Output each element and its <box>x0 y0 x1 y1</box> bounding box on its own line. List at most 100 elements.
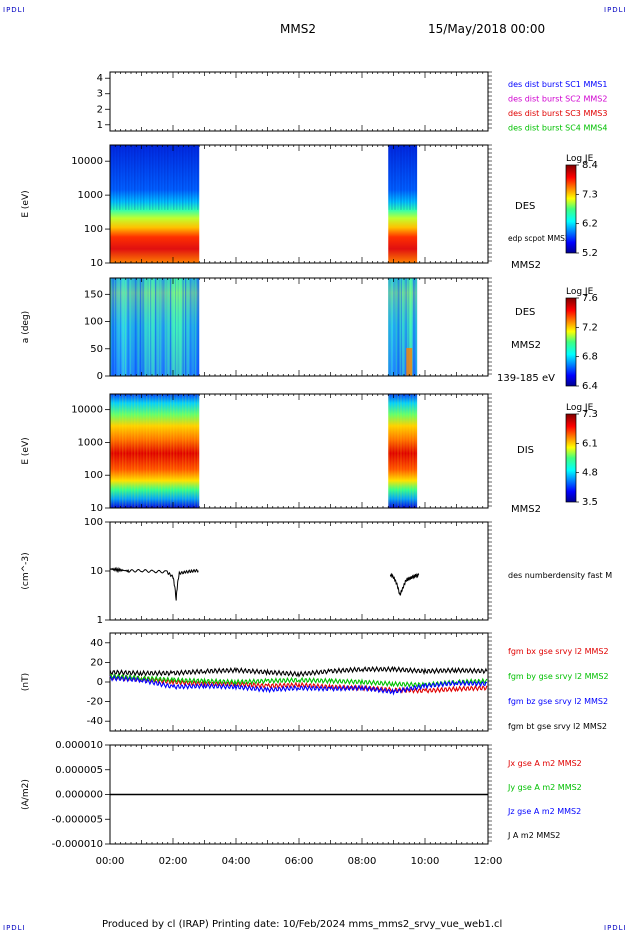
pitch-streak <box>192 278 194 376</box>
y-axis-label: a (deg) <box>21 311 31 343</box>
spectrogram-streak <box>191 145 193 210</box>
pitch-streak <box>142 278 144 376</box>
pitch-streak <box>195 278 197 376</box>
y-tick-label: 100 <box>84 517 103 528</box>
spectrogram-streak <box>134 394 136 508</box>
colorbar-tick-label: 6.4 <box>582 381 598 392</box>
spectrogram-streak <box>388 145 390 210</box>
y-tick-label: 0.000005 <box>55 765 103 776</box>
legend-entry: fgm bx gse srvy l2 MMS2 <box>508 647 609 656</box>
spectrogram-streak <box>167 394 169 508</box>
panel-frame-spacecraft <box>109 71 489 132</box>
spectrogram-streak <box>170 394 172 508</box>
y-tick-label: 20 <box>90 657 103 668</box>
pitch-streak <box>415 278 417 376</box>
y-tick-label: 0.000000 <box>55 790 103 801</box>
corner-mark-top-right: IPDLI <box>604 6 627 14</box>
spectrogram-streak <box>412 394 414 508</box>
pitch-overlay <box>110 278 200 376</box>
time-axis-label: 06:00 <box>285 856 314 867</box>
spectrogram-streak <box>110 394 112 508</box>
time-axis-label: 12:00 <box>474 856 503 867</box>
y-tick-label: -40 <box>87 716 103 727</box>
y-axis-label: E (eV) <box>21 190 31 217</box>
spectrogram-streak <box>415 145 417 210</box>
y-tick-label: 50 <box>90 344 103 355</box>
pitch-streak <box>175 278 177 376</box>
pitch-streak <box>182 278 184 376</box>
spectrogram-streak <box>161 394 163 508</box>
spectrogram-streak <box>185 394 187 508</box>
spectrogram-streak <box>194 394 196 508</box>
pitch-streak <box>187 278 189 376</box>
pitch-streak <box>197 278 199 376</box>
colorbar-tick-label: 6.8 <box>582 352 598 363</box>
spectrogram-streak <box>113 394 115 508</box>
spectrogram-streak <box>149 145 151 210</box>
spectrogram-streak <box>409 145 411 210</box>
spectrogram-streak <box>400 394 402 508</box>
spectrogram-streak <box>176 145 178 210</box>
legend-entry: des dist burst SC3 MMS3 <box>508 109 607 118</box>
time-axis-label: 10:00 <box>411 856 440 867</box>
pitch-streak <box>398 278 400 376</box>
colorbar-tick-label: 3.5 <box>582 497 598 508</box>
spectrogram-streak <box>179 394 181 508</box>
pitch-streak <box>125 278 127 376</box>
spectrogram-streak <box>146 145 148 210</box>
spectrogram-streak <box>116 145 118 210</box>
spectrogram-streak <box>194 145 196 210</box>
spectrogram-streak <box>140 394 142 508</box>
spacecraft-label: MMS2 <box>511 504 541 515</box>
legend-entry: fgm bt gse srvy l2 MMS2 <box>508 722 607 731</box>
spectrogram-streak <box>176 394 178 508</box>
pitch-streak <box>117 278 119 376</box>
pitch-streak <box>150 278 152 376</box>
pitch-streak <box>190 278 192 376</box>
pitch-streak <box>408 278 410 376</box>
y-tick-label: 10000 <box>71 156 103 167</box>
spectrogram-streak <box>125 145 127 210</box>
instrument-label: DES <box>515 307 535 318</box>
time-axis-label: 08:00 <box>348 856 377 867</box>
y-tick-label: 100 <box>84 317 103 328</box>
legend-entry: des dist burst SC2 MMS2 <box>508 95 607 104</box>
corner-mark-top-left: IPDLI <box>3 6 26 14</box>
y-tick-label: -0.000010 <box>52 839 103 850</box>
spectrogram-streak <box>128 145 130 210</box>
spectrogram-streak <box>197 145 199 210</box>
pitch-overlay <box>388 278 418 376</box>
spectrogram-block <box>110 394 200 508</box>
field-series-bt <box>109 665 488 678</box>
spectrogram-streak <box>400 145 402 210</box>
colorbar-title: Log JE <box>566 403 594 413</box>
pitch-streak <box>130 278 132 376</box>
instrument-label: DIS <box>517 445 534 456</box>
spectrogram-streak <box>415 394 417 508</box>
spectrogram-streak <box>197 394 199 508</box>
density-series <box>109 566 199 601</box>
pitch-streak <box>112 278 114 376</box>
y-tick-label: 2 <box>97 104 103 115</box>
corner-mark-bottom-right: IPDLI <box>604 924 627 932</box>
pitch-streak <box>170 278 172 376</box>
spectrogram-streak <box>391 394 393 508</box>
y-tick-label: 10000 <box>71 405 103 416</box>
spectrogram-streak <box>158 145 160 210</box>
spectrogram-streak <box>394 145 396 210</box>
pitch-streak <box>137 278 139 376</box>
y-axis-label: (A/m2) <box>21 779 31 810</box>
colorbar <box>565 297 577 387</box>
pitch-streak <box>172 278 174 376</box>
y-tick-label: 0 <box>97 371 103 382</box>
spectrogram-block <box>388 145 418 263</box>
pitch-streak <box>135 278 137 376</box>
spectrogram-streak <box>182 145 184 210</box>
spectrogram-streak <box>397 394 399 508</box>
spectrogram-streak <box>161 145 163 210</box>
spectrogram-streak <box>149 394 151 508</box>
spectrogram-streak <box>158 394 160 508</box>
spectrogram-streak <box>173 394 175 508</box>
legend-entry: Jx gse A m2 MMS2 <box>507 759 582 768</box>
spectrogram-streak <box>122 394 124 508</box>
